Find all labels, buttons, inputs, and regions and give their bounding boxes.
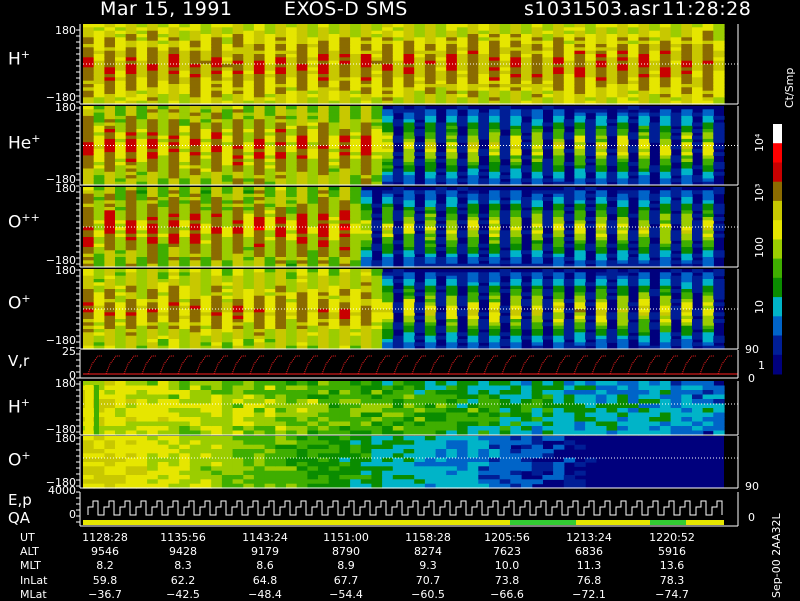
footer-value: 9428 bbox=[143, 545, 223, 558]
footer-value: −60.5 bbox=[388, 588, 468, 601]
footer-value: 8.9 bbox=[306, 559, 386, 572]
tick-p2-top: 180 bbox=[34, 101, 76, 114]
footer-value: 1158:28 bbox=[388, 531, 468, 544]
footer-value: 6836 bbox=[549, 545, 629, 558]
footer-value: 62.2 bbox=[143, 574, 223, 587]
footer-value: −74.7 bbox=[632, 588, 712, 601]
footer-value: 78.3 bbox=[632, 574, 712, 587]
footer-label: MLat bbox=[20, 588, 47, 601]
colorbar-segment bbox=[773, 355, 782, 375]
rtick-vr: 90 bbox=[745, 343, 759, 356]
footer-value: 1135:56 bbox=[143, 531, 223, 544]
colorbar-segment bbox=[773, 163, 782, 183]
footer-value: 67.7 bbox=[306, 574, 386, 587]
rtick-ep: 0 bbox=[748, 511, 755, 524]
tick-vr-top: 25 bbox=[34, 345, 76, 358]
colorbar-segment bbox=[773, 220, 782, 240]
colorbar-segment bbox=[773, 316, 782, 336]
panel-label-o-lower: O+ bbox=[8, 449, 31, 471]
tick-ep-top: 4000 bbox=[34, 484, 76, 497]
footer-label: UT bbox=[20, 531, 35, 544]
footer-value: 7623 bbox=[467, 545, 547, 558]
footer-value: 1205:56 bbox=[467, 531, 547, 544]
colorbar-segment bbox=[773, 336, 782, 356]
footer-value: 8.6 bbox=[225, 559, 305, 572]
panel-label-opp: O++ bbox=[8, 211, 40, 233]
footer-value: 1220:52 bbox=[632, 531, 712, 544]
colorbar-label-100: 100 bbox=[753, 237, 766, 258]
colorbar-segment bbox=[773, 239, 782, 259]
colorbar-segment bbox=[773, 278, 782, 298]
qa-label: QA bbox=[8, 509, 30, 527]
footer-value: 1213:24 bbox=[549, 531, 629, 544]
colorbar-label-1e3: 10³ bbox=[753, 184, 766, 202]
footer-value: −54.4 bbox=[306, 588, 386, 601]
tick-p6-top: 180 bbox=[34, 432, 76, 445]
panel-label-he: He+ bbox=[8, 132, 40, 154]
footer-value: 13.6 bbox=[632, 559, 712, 572]
tick-p5-top: 180 bbox=[34, 377, 76, 390]
footer-value: 8.2 bbox=[65, 559, 145, 572]
footer-label: ALT bbox=[20, 545, 39, 558]
footer-value: −48.4 bbox=[225, 588, 305, 601]
footer-value: 70.7 bbox=[388, 574, 468, 587]
footer-value: −72.1 bbox=[549, 588, 629, 601]
footer-label: MLT bbox=[20, 559, 41, 572]
colorbar-label-1: 1 bbox=[758, 359, 765, 372]
panel-label-h: H+ bbox=[8, 48, 30, 70]
colorbar-label-1e4: 10⁴ bbox=[753, 134, 766, 152]
panel-label-h-lower: H+ bbox=[8, 396, 30, 418]
colorbar-segment bbox=[773, 297, 782, 317]
footer-value: 1143:24 bbox=[225, 531, 305, 544]
colorbar-unit: Ct/Smp bbox=[783, 68, 796, 108]
rtick-o-lower: 90 bbox=[745, 480, 759, 493]
tick-ep-bottom: 0 bbox=[34, 508, 76, 521]
footer-value: −36.7 bbox=[65, 588, 145, 601]
footer-value: 5916 bbox=[632, 545, 712, 558]
footer-value: −66.6 bbox=[467, 588, 547, 601]
colorbar-segment bbox=[773, 182, 782, 202]
vr-label: V,r bbox=[8, 352, 29, 370]
footer-value: 9.3 bbox=[388, 559, 468, 572]
colorbar-label-0: 0 bbox=[748, 372, 755, 385]
colorbar-segment bbox=[773, 143, 782, 163]
tick-p4-top: 180 bbox=[34, 264, 76, 277]
tick-p1-top: 180 bbox=[34, 24, 76, 37]
footer-value: 64.8 bbox=[225, 574, 305, 587]
tick-p3-top: 180 bbox=[34, 182, 76, 195]
colorbar-label-10: 10 bbox=[753, 300, 766, 314]
panel-label-op: O+ bbox=[8, 292, 31, 314]
footer-value: 10.0 bbox=[467, 559, 547, 572]
footer-value: 76.8 bbox=[549, 574, 629, 587]
footer-value: 1151:00 bbox=[306, 531, 386, 544]
footer-value: 59.8 bbox=[65, 574, 145, 587]
colorbar-segment bbox=[773, 259, 782, 279]
footer-value: 8790 bbox=[306, 545, 386, 558]
footer-value: 9546 bbox=[65, 545, 145, 558]
footer-value: 1128:28 bbox=[65, 531, 145, 544]
footer-value: 8.3 bbox=[143, 559, 223, 572]
ep-label: E,p bbox=[8, 491, 32, 509]
colorbar-segment bbox=[773, 201, 782, 221]
footer-value: 8274 bbox=[388, 545, 468, 558]
footer-value: 11.3 bbox=[549, 559, 629, 572]
footer-label: InLat bbox=[20, 574, 47, 587]
side-code: Sep-00 2AA32L bbox=[770, 513, 783, 598]
footer-value: −42.5 bbox=[143, 588, 223, 601]
footer-value: 9179 bbox=[225, 545, 305, 558]
colorbar-segment bbox=[773, 124, 782, 144]
footer-value: 73.8 bbox=[467, 574, 547, 587]
